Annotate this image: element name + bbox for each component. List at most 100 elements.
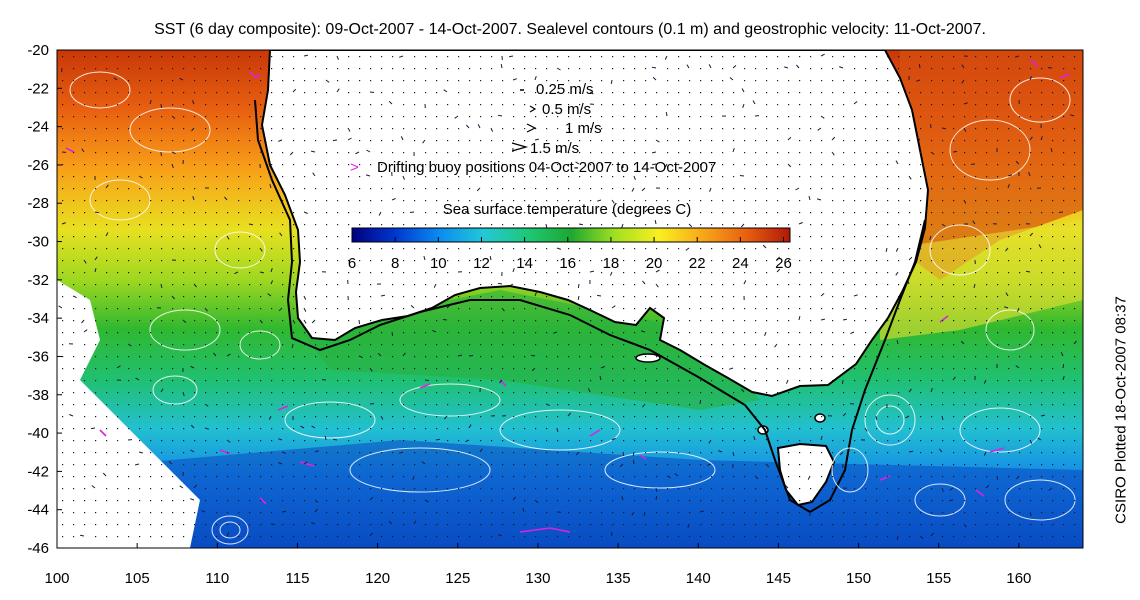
velocity-dot — [755, 152, 757, 154]
velocity-dot — [194, 464, 196, 466]
velocity-dot — [755, 500, 757, 502]
velocity-dot — [810, 404, 812, 406]
velocity-dot — [238, 80, 240, 82]
velocity-dot — [337, 320, 339, 322]
velocity-dot — [898, 332, 900, 334]
velocity-dot — [238, 284, 240, 286]
velocity-arrow — [664, 163, 668, 168]
velocity-dot — [227, 512, 229, 514]
velocity-dot — [117, 308, 119, 310]
velocity-dot — [821, 80, 823, 82]
velocity-arrow — [226, 532, 230, 537]
velocity-dot — [590, 128, 592, 130]
velocity-dot — [579, 140, 581, 142]
velocity-dot — [1074, 416, 1076, 418]
velocity-dot — [865, 332, 867, 334]
velocity-dot — [931, 344, 933, 346]
velocity-dot — [194, 524, 196, 526]
velocity-dot — [623, 476, 625, 478]
velocity-dot — [381, 92, 383, 94]
velocity-dot — [931, 512, 933, 514]
velocity-arrow — [575, 451, 580, 456]
velocity-dot — [326, 356, 328, 358]
colorbar-tick-label: 12 — [473, 255, 490, 272]
velocity-dot — [568, 140, 570, 142]
velocity-dot — [1063, 200, 1065, 202]
velocity-dot — [1074, 320, 1076, 322]
velocity-dot — [513, 380, 515, 382]
velocity-dot — [381, 116, 383, 118]
velocity-dot — [777, 56, 779, 58]
velocity-dot — [1019, 80, 1021, 82]
velocity-dot — [854, 260, 856, 262]
velocity-dot — [392, 500, 394, 502]
velocity-dot — [326, 368, 328, 370]
velocity-dot — [942, 332, 944, 334]
velocity-dot — [799, 416, 801, 418]
velocity-dot — [392, 536, 394, 538]
velocity-dot — [799, 296, 801, 298]
velocity-dot — [623, 392, 625, 394]
velocity-dot — [458, 152, 460, 154]
velocity-dot — [491, 164, 493, 166]
velocity-dot — [1019, 116, 1021, 118]
velocity-dot — [788, 224, 790, 226]
velocity-dot — [183, 140, 185, 142]
velocity-dot — [953, 212, 955, 214]
velocity-dot — [777, 320, 779, 322]
velocity-dot — [359, 416, 361, 418]
velocity-dot — [238, 500, 240, 502]
velocity-dot — [887, 284, 889, 286]
velocity-dot — [700, 500, 702, 502]
velocity-dot — [491, 80, 493, 82]
velocity-dot — [579, 416, 581, 418]
velocity-dot — [557, 440, 559, 442]
velocity-dot — [326, 320, 328, 322]
velocity-dot — [62, 56, 64, 58]
velocity-dot — [150, 512, 152, 514]
velocity-dot — [84, 476, 86, 478]
velocity-dot — [986, 464, 988, 466]
velocity-dot — [986, 164, 988, 166]
velocity-dot — [634, 428, 636, 430]
velocity-arrow — [655, 139, 660, 143]
velocity-dot — [161, 524, 163, 526]
velocity-dot — [480, 224, 482, 226]
velocity-dot — [623, 440, 625, 442]
velocity-dot — [524, 200, 526, 202]
velocity-dot — [502, 200, 504, 202]
velocity-dot — [535, 344, 537, 346]
velocity-dot — [953, 452, 955, 454]
velocity-dot — [458, 488, 460, 490]
velocity-dot — [1074, 428, 1076, 430]
velocity-dot — [348, 332, 350, 334]
velocity-dot — [997, 452, 999, 454]
velocity-dot — [447, 404, 449, 406]
velocity-dot — [491, 404, 493, 406]
velocity-dot — [920, 248, 922, 250]
velocity-dot — [73, 320, 75, 322]
velocity-arrow — [1026, 270, 1031, 273]
velocity-dot — [1030, 308, 1032, 310]
velocity-dot — [744, 308, 746, 310]
velocity-dot — [700, 212, 702, 214]
velocity-dot — [865, 128, 867, 130]
velocity-dot — [645, 260, 647, 262]
velocity-dot — [678, 116, 680, 118]
velocity-dot — [337, 464, 339, 466]
velocity-dot — [73, 368, 75, 370]
velocity-dot — [678, 308, 680, 310]
velocity-dot — [1008, 404, 1010, 406]
velocity-dot — [678, 260, 680, 262]
velocity-dot — [62, 428, 64, 430]
velocity-dot — [612, 188, 614, 190]
velocity-dot — [1030, 392, 1032, 394]
velocity-dot — [634, 128, 636, 130]
velocity-arrow — [842, 412, 847, 417]
velocity-dot — [271, 368, 273, 370]
velocity-dot — [579, 380, 581, 382]
velocity-dot — [535, 392, 537, 394]
velocity-dot — [964, 428, 966, 430]
velocity-dot — [392, 488, 394, 490]
velocity-dot — [469, 164, 471, 166]
